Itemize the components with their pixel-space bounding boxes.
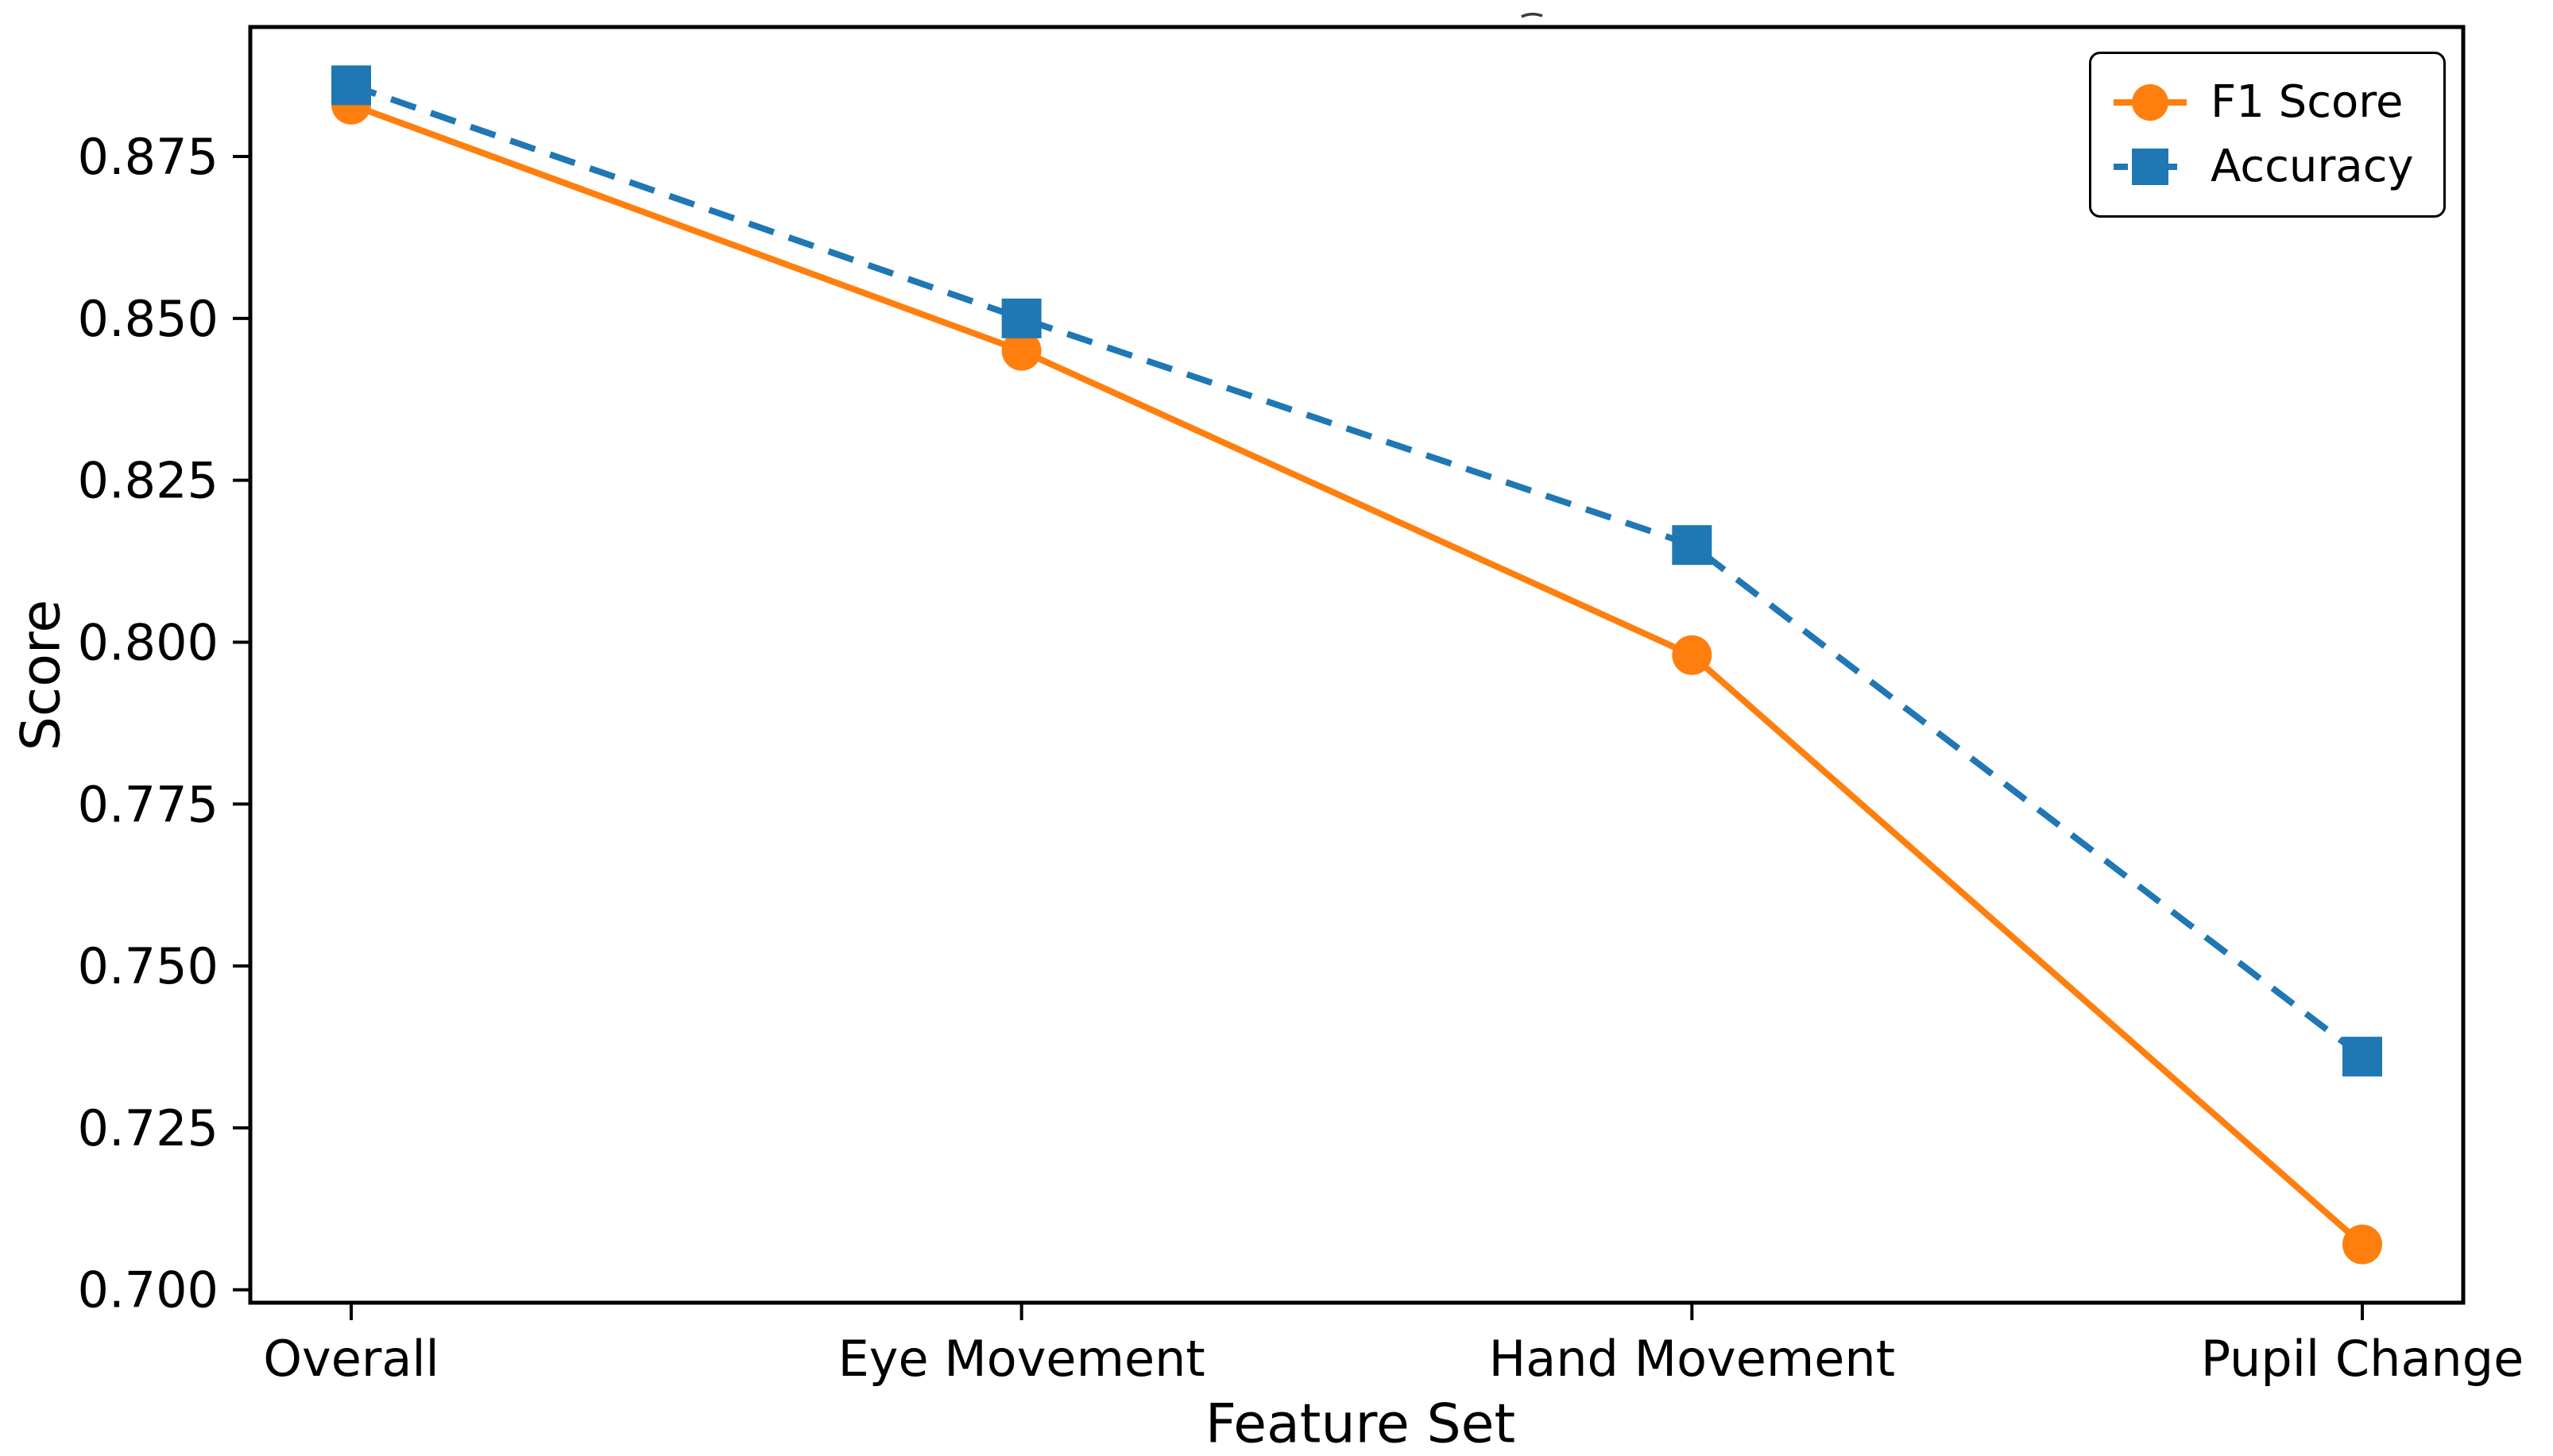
x-tick-label: Overall — [263, 1330, 439, 1388]
y-tick-label: 0.775 — [78, 775, 219, 833]
y-axis-title: Score — [10, 599, 73, 751]
accuracy-point-marker — [1672, 525, 1712, 566]
accuracy-point-marker — [1001, 298, 1042, 338]
x-tick-label: Pupil Change — [2201, 1330, 2524, 1388]
accuracy-line-marker-icon — [2114, 149, 2187, 185]
plot-frame — [248, 25, 2466, 1305]
f1-score-point-marker — [1672, 635, 1712, 675]
y-tick-label: 0.850 — [78, 290, 219, 348]
x-tick-label: Eye Movement — [838, 1330, 1205, 1388]
accuracy-line — [350, 82, 2365, 1060]
y-tick-label: 0.725 — [78, 1099, 219, 1157]
x-tick-label: Hand Movement — [1489, 1330, 1895, 1388]
legend-label-accuracy: Accuracy — [2211, 141, 2414, 192]
legend-label-f1-score: F1 Score — [2211, 76, 2404, 128]
y-tick-label: 0.800 — [78, 613, 219, 671]
accuracy-point-marker — [331, 65, 371, 106]
y-tick-label: 0.875 — [78, 128, 219, 186]
y-tick-label: 0.825 — [78, 452, 219, 510]
f1-score-line — [350, 102, 2365, 1247]
legend-item-accuracy: Accuracy — [2112, 145, 2435, 189]
legend-item-f1-score: F1 Score — [2112, 80, 2435, 125]
stray-title-mark-icon — [1521, 13, 1543, 18]
y-tick-label: 0.750 — [78, 937, 219, 995]
f1-score-point-marker — [2342, 1224, 2382, 1265]
x-axis-title: Feature Set — [1205, 1392, 1516, 1456]
y-tick-label: 0.700 — [78, 1261, 219, 1319]
f1-score-point-marker — [1001, 330, 1042, 371]
accuracy-point-marker — [2342, 1037, 2382, 1077]
f1-score-line-marker-icon — [2114, 84, 2187, 121]
legend: F1 Score Accuracy — [2089, 52, 2446, 218]
